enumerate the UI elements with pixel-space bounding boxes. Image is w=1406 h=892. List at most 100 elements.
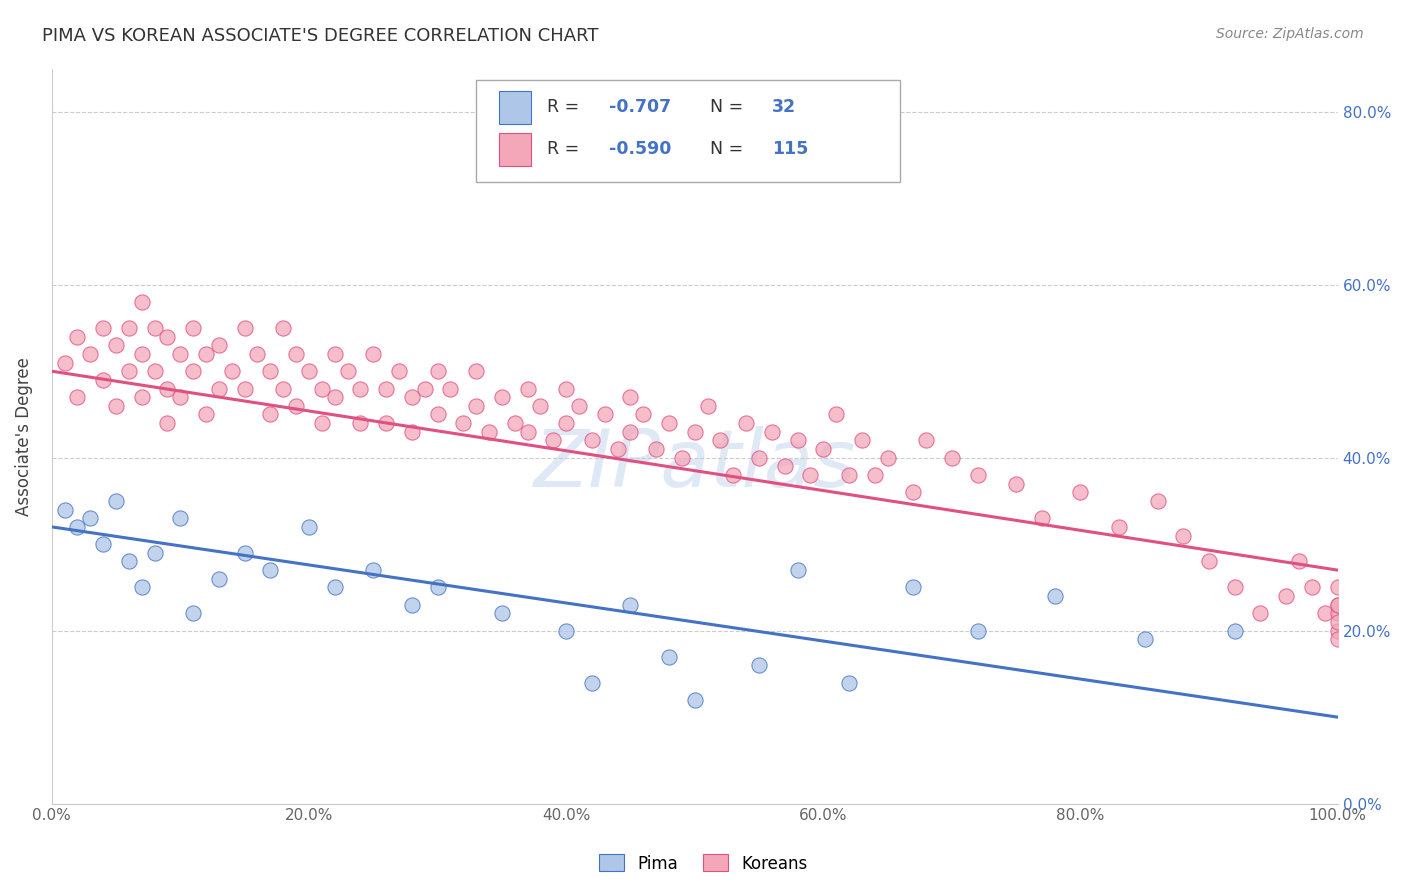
Point: [1326, 632, 1348, 647]
Point: [941, 450, 963, 465]
Point: [285, 347, 308, 361]
Point: [658, 416, 681, 430]
Point: [478, 425, 501, 439]
Point: [773, 459, 796, 474]
Point: [156, 416, 179, 430]
Point: [375, 416, 398, 430]
Point: [1043, 589, 1066, 603]
Point: [259, 408, 281, 422]
Point: [915, 434, 938, 448]
Point: [696, 399, 718, 413]
Point: [568, 399, 591, 413]
Point: [619, 390, 641, 404]
Point: [529, 399, 551, 413]
Text: 115: 115: [772, 140, 808, 159]
Point: [825, 408, 848, 422]
Point: [426, 581, 449, 595]
Point: [156, 329, 179, 343]
Point: [233, 382, 256, 396]
Point: [221, 364, 243, 378]
Point: [105, 494, 128, 508]
Point: [786, 434, 808, 448]
Point: [723, 467, 745, 482]
Point: [105, 338, 128, 352]
Point: [233, 546, 256, 560]
Y-axis label: Associate's Degree: Associate's Degree: [15, 357, 32, 516]
Text: -0.590: -0.590: [609, 140, 671, 159]
Point: [79, 347, 101, 361]
Point: [555, 382, 578, 396]
Point: [118, 321, 141, 335]
Point: [336, 364, 359, 378]
Point: [349, 416, 371, 430]
Point: [53, 502, 76, 516]
Point: [1326, 598, 1348, 612]
Point: [863, 467, 886, 482]
FancyBboxPatch shape: [499, 133, 531, 166]
Point: [143, 321, 166, 335]
Point: [658, 649, 681, 664]
Point: [143, 546, 166, 560]
Point: [323, 390, 346, 404]
Point: [105, 399, 128, 413]
Point: [761, 425, 783, 439]
Point: [683, 425, 706, 439]
Point: [181, 321, 204, 335]
Point: [388, 364, 411, 378]
Point: [903, 581, 925, 595]
Point: [79, 511, 101, 525]
Point: [1146, 494, 1168, 508]
Point: [131, 347, 153, 361]
Point: [838, 675, 860, 690]
Point: [131, 581, 153, 595]
FancyBboxPatch shape: [477, 79, 900, 183]
Point: [208, 338, 231, 352]
FancyBboxPatch shape: [499, 91, 531, 124]
Point: [1173, 528, 1195, 542]
Point: [1005, 476, 1028, 491]
Point: [181, 364, 204, 378]
Point: [208, 382, 231, 396]
Point: [966, 467, 988, 482]
Text: -0.707: -0.707: [609, 98, 671, 117]
Point: [1223, 624, 1246, 638]
Point: [156, 382, 179, 396]
Point: [361, 563, 384, 577]
Point: [748, 658, 770, 673]
Point: [491, 607, 513, 621]
Point: [53, 355, 76, 369]
Point: [169, 390, 191, 404]
Point: [1223, 581, 1246, 595]
Point: [465, 364, 488, 378]
Text: R =: R =: [547, 98, 585, 117]
Point: [1133, 632, 1156, 647]
Point: [401, 425, 423, 439]
Point: [903, 485, 925, 500]
Point: [1326, 581, 1348, 595]
Point: [298, 364, 321, 378]
Point: [285, 399, 308, 413]
Point: [606, 442, 628, 456]
Point: [838, 467, 860, 482]
Point: [555, 416, 578, 430]
Point: [259, 563, 281, 577]
Point: [581, 434, 603, 448]
Point: [966, 624, 988, 638]
Point: [516, 425, 538, 439]
Text: N =: N =: [699, 98, 748, 117]
Point: [581, 675, 603, 690]
Legend: Pima, Koreans: Pima, Koreans: [592, 847, 814, 880]
Point: [271, 321, 294, 335]
Text: ZIPatlas: ZIPatlas: [534, 426, 856, 505]
Point: [593, 408, 616, 422]
Point: [645, 442, 668, 456]
Point: [426, 364, 449, 378]
Point: [271, 382, 294, 396]
Point: [876, 450, 898, 465]
Point: [195, 347, 218, 361]
Point: [1069, 485, 1091, 500]
Point: [1326, 607, 1348, 621]
Point: [323, 581, 346, 595]
Point: [465, 399, 488, 413]
Point: [541, 434, 564, 448]
